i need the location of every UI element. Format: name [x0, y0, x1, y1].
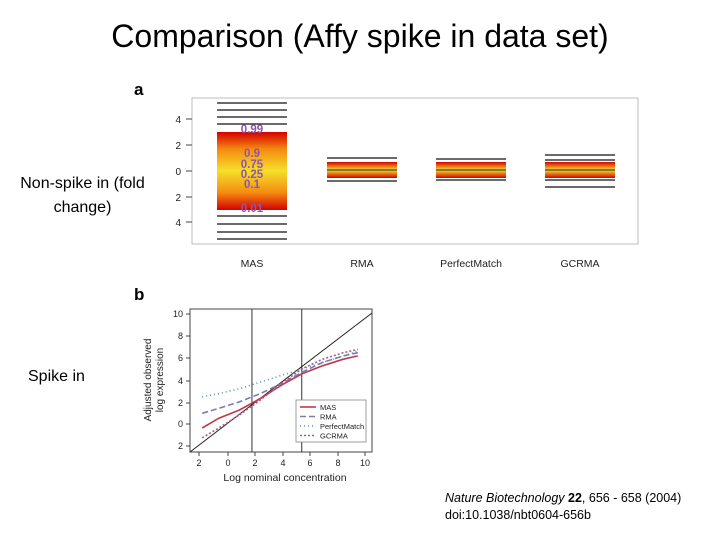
x-tick-label-1: 0 [225, 458, 230, 468]
citation-volume: 22 [568, 491, 582, 505]
identity-line [189, 312, 373, 453]
y-tick-label-5: 8 [178, 331, 183, 341]
series-line-mas [201, 355, 358, 429]
y-tick-label-2: 2 [178, 398, 183, 408]
y-axis-label-line2: log expression [155, 348, 166, 412]
quantile-label-5: 0.01 [241, 203, 264, 215]
y-tick-label-1: 0 [178, 419, 183, 429]
legend-label-gcrma: GCRMA [320, 432, 348, 441]
quantile-label-3: 0.25 [241, 169, 264, 181]
x-tick-label-3: 4 [280, 458, 285, 468]
legend-label-rma: RMA [320, 413, 337, 422]
y-tick-label-4: 4 [175, 218, 181, 229]
quantile-label-4: 0.1 [244, 179, 261, 191]
series-line-rma [201, 351, 358, 415]
legend-label-perfectmatch: PerfectMatch [320, 422, 364, 431]
slide-title: Comparison (Affy spike in data set) [111, 18, 609, 54]
legend-box [295, 399, 367, 443]
x-tick-label-2: 2 [252, 458, 257, 468]
y-tick-label-4: 6 [178, 353, 183, 363]
y-tick-label-0: 2 [178, 441, 183, 451]
quantile-label-2: 0.75 [241, 159, 264, 171]
heat-band-mas [217, 132, 287, 210]
x-tick-label-0: 2 [196, 458, 201, 468]
legend-label-mas: MAS [320, 403, 336, 412]
y-tick-label-1: 2 [175, 141, 181, 152]
y-tick-label-6: 10 [173, 309, 183, 319]
label-nonspike: Non-spike in (fold change) [20, 175, 145, 216]
heat-column-perfectmatch [436, 158, 506, 181]
panel-letter-a: a [134, 80, 144, 99]
citation: Nature Biotechnology 22, 656 - 658 (2004… [445, 490, 681, 524]
x-tick-label-4: 6 [307, 458, 312, 468]
y-axis-label-line1: Adjusted observed [143, 339, 154, 422]
citation-doi: doi:10.1038/nbt0604-656b [445, 508, 591, 522]
label-spike: Spike in [28, 368, 85, 385]
x-category-label-rma: RMA [350, 258, 373, 270]
heat-column-rma [327, 157, 397, 182]
x-tick-label-6: 10 [360, 458, 370, 468]
series-line-perfectmatch [202, 350, 359, 398]
quantile-label-1: 0.9 [244, 148, 260, 160]
y-tick-label-2: 0 [175, 167, 181, 178]
citation-pages: , 656 - 658 (2004) [581, 491, 682, 505]
x-category-label-perfectmatch: PerfectMatch [440, 258, 502, 270]
x-category-label-mas: MAS [241, 258, 264, 270]
y-tick-label-0: 4 [175, 115, 181, 126]
heat-column-gcrma [545, 154, 615, 188]
x-axis-label: Log nominal concentration [223, 472, 346, 484]
quantile-label-0: 0.99 [241, 124, 263, 136]
citation-journal: Nature Biotechnology [445, 491, 565, 505]
x-tick-label-5: 8 [335, 458, 340, 468]
y-tick-label-3: 2 [175, 193, 181, 204]
x-category-label-gcrma: GCRMA [560, 258, 599, 270]
heat-column-mas [217, 102, 287, 240]
y-tick-label-3: 4 [178, 376, 183, 386]
panel-letter-b: b [134, 285, 145, 304]
